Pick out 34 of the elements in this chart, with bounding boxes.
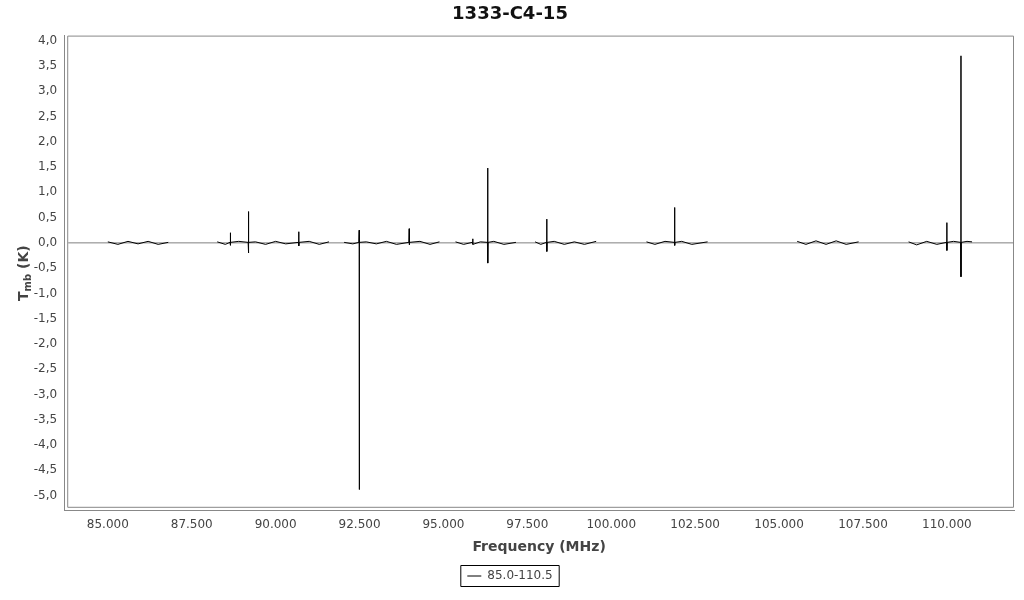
x-tick-label: 100.000 (586, 517, 637, 532)
y-tick-label: 2,5 (38, 108, 58, 123)
x-tick-label: 102.500 (670, 517, 720, 532)
x-tick-label: 105.000 (754, 517, 804, 532)
y-tick-label: -3,5 (33, 411, 58, 426)
y-tick-label: 0,5 (38, 209, 58, 224)
y-tick-label: -3,0 (33, 386, 58, 401)
x-axis-title: Frequency (MHz) (472, 538, 606, 555)
x-tick-label: 95.000 (422, 517, 465, 532)
y-tick-label: -0,5 (33, 260, 58, 275)
y-tick-label: 4,0 (38, 32, 58, 47)
x-tick-label: 85.000 (86, 517, 129, 532)
y-tick-label: -5,0 (33, 487, 58, 502)
y-tick-label: -1,5 (33, 310, 58, 325)
x-tick-label: 107.500 (838, 517, 888, 532)
y-tick-label: -2,5 (33, 361, 58, 376)
x-tick-label: 90.000 (254, 517, 297, 532)
y-tick-label: 2,0 (38, 133, 58, 148)
y-tick-label: 1,5 (38, 159, 58, 174)
legend-label: 85.0-110.5 (487, 568, 553, 583)
y-axis-title: Tmb (K) (14, 245, 33, 302)
y-tick-label: 3,0 (38, 83, 58, 98)
x-tick-label: 97.500 (506, 517, 549, 532)
y-tick-label: -1,0 (33, 285, 58, 300)
chart-title: 1333-C4-15 (452, 2, 568, 24)
x-tick-label: 87.500 (170, 517, 213, 532)
y-tick-label: -4,0 (33, 437, 58, 452)
y-tick-label: 3,5 (38, 58, 58, 73)
y-tick-label: 0,0 (38, 234, 58, 249)
x-tick-label: 92.500 (338, 517, 381, 532)
y-tick-label: -2,0 (33, 336, 58, 351)
y-tick-label: -4,5 (33, 462, 58, 477)
x-tick-label: 110.000 (922, 517, 972, 532)
y-tick-label: 1,0 (38, 184, 58, 199)
